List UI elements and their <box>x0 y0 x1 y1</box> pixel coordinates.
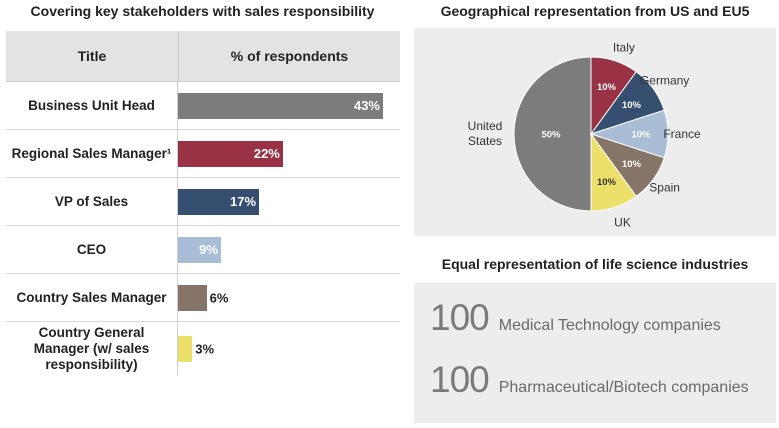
pie-value-label: 10% <box>597 177 617 188</box>
pie-category-label: Germany <box>640 74 689 88</box>
pie-value-label: 10% <box>597 82 617 93</box>
bar-value-label: 9% <box>199 242 218 257</box>
pie-slice <box>513 56 592 212</box>
bar: 17% <box>178 188 260 215</box>
table-row: Country Sales Manager 6% <box>6 274 400 322</box>
stakeholder-table: Title % of respondents Business Unit Hea… <box>6 31 400 376</box>
pie-value-label: 10% <box>622 159 642 170</box>
industry-count: 100 <box>430 297 490 338</box>
bar-value-label: 3% <box>195 341 215 357</box>
bar-cell: 43% <box>178 82 400 129</box>
pie-category-label: France <box>663 127 701 141</box>
industries-panel: 100 Medical Technology companies 100 Pha… <box>414 283 776 423</box>
row-title: CEO <box>6 226 178 273</box>
column-header-title: Title <box>6 31 179 81</box>
pie-value-label: 10% <box>622 100 642 111</box>
bar-cell: 3% <box>178 322 400 376</box>
table-row: CEO 9% <box>6 226 400 274</box>
industry-row-medtech: 100 Medical Technology companies <box>430 297 721 339</box>
column-header-percent: % of respondents <box>230 48 349 64</box>
pie-category-label: UK <box>614 216 631 230</box>
table-row: Country General Manager (w/ sales respon… <box>6 322 400 376</box>
table-header: Title % of respondents <box>6 31 400 82</box>
industry-label: Medical Technology companies <box>498 317 721 334</box>
row-title: Business Unit Head <box>6 82 178 129</box>
pie-chart-title: Geographical representation from US and … <box>440 3 750 19</box>
pie-slice <box>590 132 637 212</box>
bar-value-label: 43% <box>353 98 380 113</box>
industry-label: Pharmaceutical/Biotech companies <box>498 379 749 396</box>
pie-panel: 50% United States 10% Italy 10% Germany 10% Fran… <box>414 28 776 236</box>
bar <box>178 284 207 311</box>
pie-category-label: Italy <box>613 40 635 54</box>
pie-category-label: Spain <box>649 180 680 194</box>
table-row: Regional Sales Manager¹ 22% <box>6 130 400 178</box>
industries-title: Equal representation of life science ind… <box>441 256 749 272</box>
industry-count: 100 <box>430 359 490 400</box>
row-title: Regional Sales Manager¹ <box>6 130 178 177</box>
row-title: Country Sales Manager <box>6 274 178 321</box>
bar-cell: 9% <box>178 226 400 273</box>
bar: 9% <box>178 236 221 263</box>
table-row: VP of Sales 17% <box>6 178 400 226</box>
bar-chart-title: Covering key stakeholders with sales res… <box>30 3 375 19</box>
bar: 22% <box>178 140 283 167</box>
table-row: Business Unit Head 43% <box>6 82 400 130</box>
industry-row-pharma: 100 Pharmaceutical/Biotech companies <box>430 359 749 401</box>
pie-value-label: 50% <box>541 130 561 141</box>
pie-value-label: 10% <box>631 130 651 141</box>
pie-category-label: United States <box>468 119 503 148</box>
bar <box>178 336 193 362</box>
bar-value-label: 17% <box>230 194 257 209</box>
bar: 43% <box>178 92 383 119</box>
bar-value-label: 6% <box>209 290 229 305</box>
bar-cell: 22% <box>178 130 400 177</box>
bar-value-label: 22% <box>253 146 280 161</box>
pie-chart: 50% United States 10% Italy 10% Germany 10% Fran… <box>468 40 701 230</box>
row-title: Country General Manager (w/ sales respon… <box>6 322 178 376</box>
row-title: VP of Sales <box>6 178 178 225</box>
bar-cell: 17% <box>178 178 400 225</box>
bar-cell: 6% <box>178 274 400 321</box>
